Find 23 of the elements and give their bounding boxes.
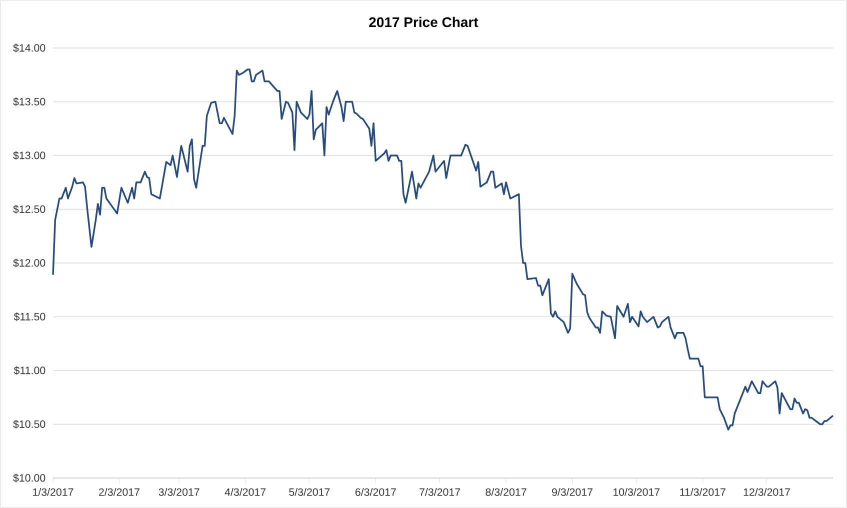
x-tick-label: 3/3/2017 [158,488,200,496]
x-tick-label: 5/3/2017 [289,488,330,496]
x-tick-label: 4/3/2017 [224,488,266,496]
y-tick-label: $11.00 [14,366,46,375]
x-tick-label: 2/3/2017 [99,488,140,496]
y-tick-label: $10.50 [13,420,46,429]
y-tick-label: $12.50 [13,204,46,214]
y-tick-label: $12.00 [13,258,46,268]
x-tick-label: 8/3/2017 [486,488,526,496]
x-tick-label: 6/3/2017 [355,488,396,496]
x-tick-label: 9/3/2017 [552,488,593,496]
y-tick-label: $10.00 [13,474,46,482]
x-tick-label: 1/3/2017 [33,488,74,496]
x-tick-label: 7/3/2017 [420,488,460,496]
y-tick-label: $11.50 [14,312,46,322]
line-series [52,68,834,430]
x-tick-label: 11/3/2017 [680,488,726,496]
y-tick-label: $13.50 [13,97,46,106]
y-tick-label: $13.00 [13,151,46,160]
x-tick-label: 10/3/2017 [613,488,660,496]
y-tick-label: $14.00 [13,44,46,52]
chart-title: 2017 Price Chart [369,16,478,28]
x-tick-label: 12/3/2017 [744,488,790,496]
